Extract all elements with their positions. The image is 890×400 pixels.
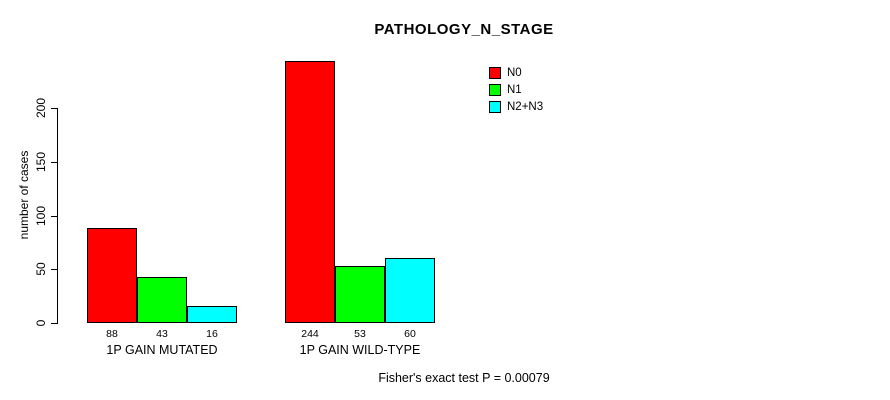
y-axis-tick — [51, 108, 58, 109]
bar-n2+n3-2 — [385, 258, 435, 323]
bar-n1-1 — [137, 277, 187, 323]
y-tick-label: 150 — [34, 151, 48, 172]
bar-value-label: 244 — [301, 328, 319, 340]
stat-annotation: Fisher's exact test P = 0.00079 — [378, 371, 550, 385]
y-axis-tick — [51, 323, 58, 324]
legend-swatch-icon — [489, 83, 501, 96]
legend-item-label: N1 — [507, 83, 522, 96]
bar-n0-2 — [285, 61, 335, 323]
bar-value-label: 43 — [156, 328, 168, 340]
bar-n2+n3-1 — [187, 306, 237, 323]
bar-value-label: 60 — [404, 328, 416, 340]
legend-item-n1: N1 — [489, 81, 543, 98]
bar-value-label: 53 — [354, 328, 366, 340]
legend-item-label: N0 — [507, 66, 522, 79]
legend-item-label: N2+N3 — [507, 100, 544, 113]
y-tick-label: 0 — [34, 319, 48, 327]
y-tick-label: 100 — [34, 205, 48, 226]
y-axis-tick — [51, 269, 58, 271]
category-label: 1P GAIN MUTATED — [106, 343, 218, 357]
y-axis-label: number of cases — [17, 150, 31, 240]
legend-item-n2+n3: N2+N3 — [489, 98, 543, 115]
bar-value-label: 16 — [206, 328, 218, 340]
chart-title: PATHOLOGY_N_STAGE — [374, 21, 554, 38]
legend: N0 N1 N2+N3 — [489, 64, 543, 115]
y-axis-tick — [51, 215, 58, 217]
legend-swatch-icon — [489, 66, 501, 79]
y-tick-label: 200 — [34, 97, 48, 119]
bar-n0-1 — [87, 228, 137, 323]
y-tick-label: 50 — [34, 262, 48, 276]
y-axis-tick — [51, 161, 58, 163]
legend-swatch-icon — [489, 100, 501, 113]
legend-item-n0: N0 — [489, 64, 543, 81]
bar-n1-2 — [335, 266, 385, 323]
bar-value-label: 88 — [106, 328, 118, 340]
category-label: 1P GAIN WILD-TYPE — [299, 343, 421, 357]
